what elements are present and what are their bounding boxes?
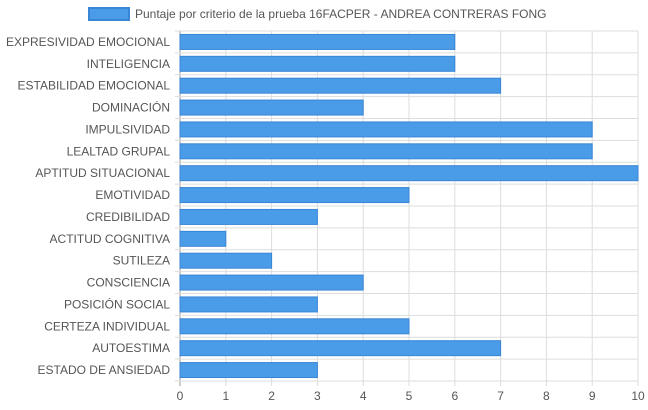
bar[interactable] [179,121,593,138]
x-tick-label: 0 [177,389,184,403]
category-label: ESTABILIDAD EMOCIONAL [18,79,171,93]
bar[interactable] [179,143,593,160]
category-label: IMPULSIVIDAD [85,122,170,136]
bar[interactable] [179,77,502,94]
x-tick-label: 4 [360,389,367,403]
bar[interactable] [179,165,639,182]
bar[interactable] [179,296,318,313]
category-label: CONSCIENCIA [87,276,170,290]
category-labels: EXPRESIVIDAD EMOCIONAL INTELIGENCIA ESTABI… [6,35,170,377]
x-tick-label: 6 [451,389,458,403]
category-label: CERTEZA INDIVIDUAL [44,319,170,333]
legend[interactable]: Puntaje por criterio de la prueba 16FACP… [88,7,547,21]
category-label: APTITUD SITUACIONAL [35,166,170,180]
x-tick-label: 1 [222,389,229,403]
x-axis-tick-labels: 0 1 2 3 4 5 6 7 8 9 10 [177,389,645,403]
category-label: POSICIÓN SOCIAL [64,296,170,311]
bar[interactable] [179,340,502,357]
bar[interactable] [179,208,318,225]
category-label: EMOTIVIDAD [95,188,170,202]
category-label: INTELIGENCIA [87,57,170,71]
bar[interactable] [179,230,227,247]
bar[interactable] [179,99,364,116]
x-tick-label: 2 [268,389,275,403]
bar[interactable] [179,55,456,72]
bar[interactable] [179,33,456,50]
bar[interactable] [179,318,410,335]
x-tick-label: 8 [543,389,550,403]
x-tick-label: 3 [314,389,321,403]
x-tick-label: 7 [497,389,504,403]
category-label: SUTILEZA [113,254,170,268]
bar[interactable] [179,274,364,291]
category-label: ESTADO DE ANSIEDAD [38,363,171,377]
x-tick-label: 5 [406,389,413,403]
x-tick-label: 10 [631,389,645,403]
category-label: AUTOESTIMA [92,341,170,355]
category-label: LEALTAD GRUPAL [67,144,171,158]
category-label: DOMINACIÓN [92,100,170,115]
legend-swatch [88,7,130,21]
category-label: CREDIBILIDAD [86,210,170,224]
x-tick-label: 9 [589,389,596,403]
legend-label: Puntaje por criterio de la prueba 16FACP… [135,7,547,21]
bars [179,33,639,379]
category-label: ACTITUD COGNITIVA [50,232,170,246]
category-label: EXPRESIVIDAD EMOCIONAL [6,35,170,49]
bar[interactable] [179,362,318,379]
bar[interactable] [179,187,410,204]
bar[interactable] [179,252,273,269]
